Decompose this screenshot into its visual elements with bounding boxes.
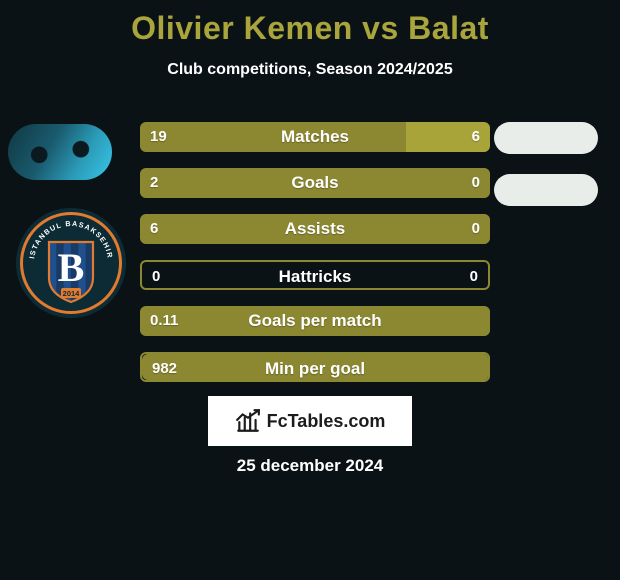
stat-value-right: 0 — [472, 214, 480, 244]
player1-avatar — [8, 124, 112, 180]
chart-icon — [235, 408, 261, 434]
stat-value-left: 2 — [150, 168, 158, 198]
stat-value-left: 982 — [152, 354, 177, 380]
stat-bar-row: Goals per match0.11 — [140, 306, 490, 336]
player2-pill-1 — [494, 122, 598, 154]
stat-label: Min per goal — [142, 354, 488, 380]
stat-bar-row: Assists6 0 — [140, 214, 490, 244]
stat-value-right: 0 — [472, 168, 480, 198]
subtitle: Club competitions, Season 2024/2025 — [0, 61, 620, 79]
club-badge: ISTANBUL BASAKSEHIR B 2014 — [16, 208, 126, 318]
stat-value-right: 6 — [472, 122, 480, 152]
badge-year: 2014 — [63, 289, 81, 298]
stat-bar-row: Matches19 6 — [140, 122, 490, 152]
stat-bar-row: Hattricks0 0 — [140, 260, 490, 290]
stat-value-left: 6 — [150, 214, 158, 244]
stat-label: Goals per match — [140, 306, 490, 336]
player2-pill-2 — [494, 174, 598, 206]
fctables-label: FcTables.com — [267, 411, 386, 432]
badge-letter: B — [58, 245, 85, 290]
stat-bar-row: Min per goal982 — [140, 352, 490, 382]
stat-label: Hattricks — [142, 262, 488, 288]
date-label: 25 december 2024 — [0, 456, 620, 476]
stat-bar-row: Goals2 0 — [140, 168, 490, 198]
club-badge-svg: ISTANBUL BASAKSEHIR B 2014 — [16, 208, 126, 318]
stat-label: Assists — [140, 214, 490, 244]
player1-photo-placeholder — [8, 124, 112, 180]
page-title: Olivier Kemen vs Balat — [0, 0, 620, 47]
stat-value-left: 19 — [150, 122, 167, 152]
fctables-watermark: FcTables.com — [208, 396, 412, 446]
comparison-bars: Matches196Goals20Assists60Hattricks00Goa… — [140, 122, 490, 398]
stat-value-left: 0.11 — [150, 306, 178, 336]
stat-label: Goals — [140, 168, 490, 198]
stat-label: Matches — [140, 122, 490, 152]
stat-value-right: 0 — [470, 262, 478, 288]
stat-value-left: 0 — [152, 262, 160, 288]
